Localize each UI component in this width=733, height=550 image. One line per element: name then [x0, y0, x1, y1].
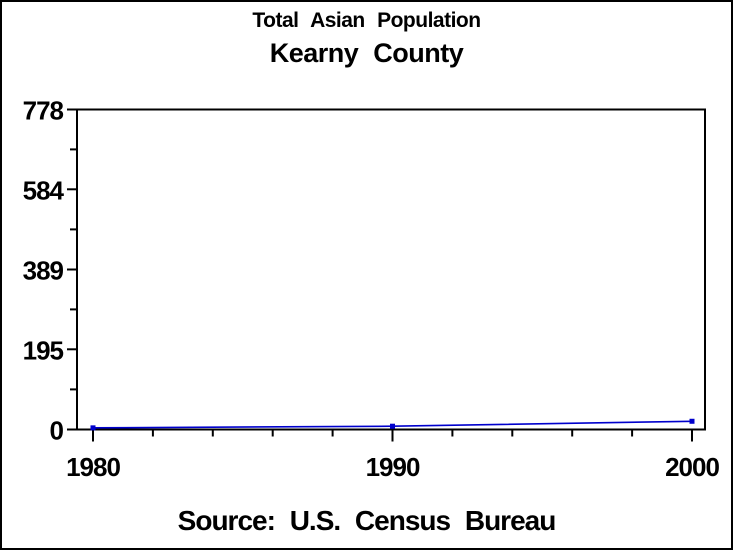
- chart-subtitle: Kearny County: [269, 38, 464, 68]
- data-point-1980: [90, 425, 96, 431]
- y-tick-label-195: 195: [23, 335, 64, 365]
- y-tick-label-0: 0: [50, 416, 64, 446]
- x-tick-label-1980: 1980: [66, 452, 120, 482]
- data-point-2000: [689, 418, 695, 424]
- y-tick-label-584: 584: [23, 175, 65, 205]
- x-tick-label-1990: 1990: [366, 452, 420, 482]
- chart-title: Total Asian Population: [252, 9, 481, 32]
- plot-frame: [76, 108, 706, 431]
- y-tick-label-389: 389: [23, 256, 64, 286]
- data-point-1990: [390, 423, 395, 429]
- x-tick-label-2000: 2000: [665, 452, 719, 482]
- source-note: Source: U.S. Census Bureau: [177, 505, 557, 536]
- y-tick-label-778: 778: [23, 96, 64, 126]
